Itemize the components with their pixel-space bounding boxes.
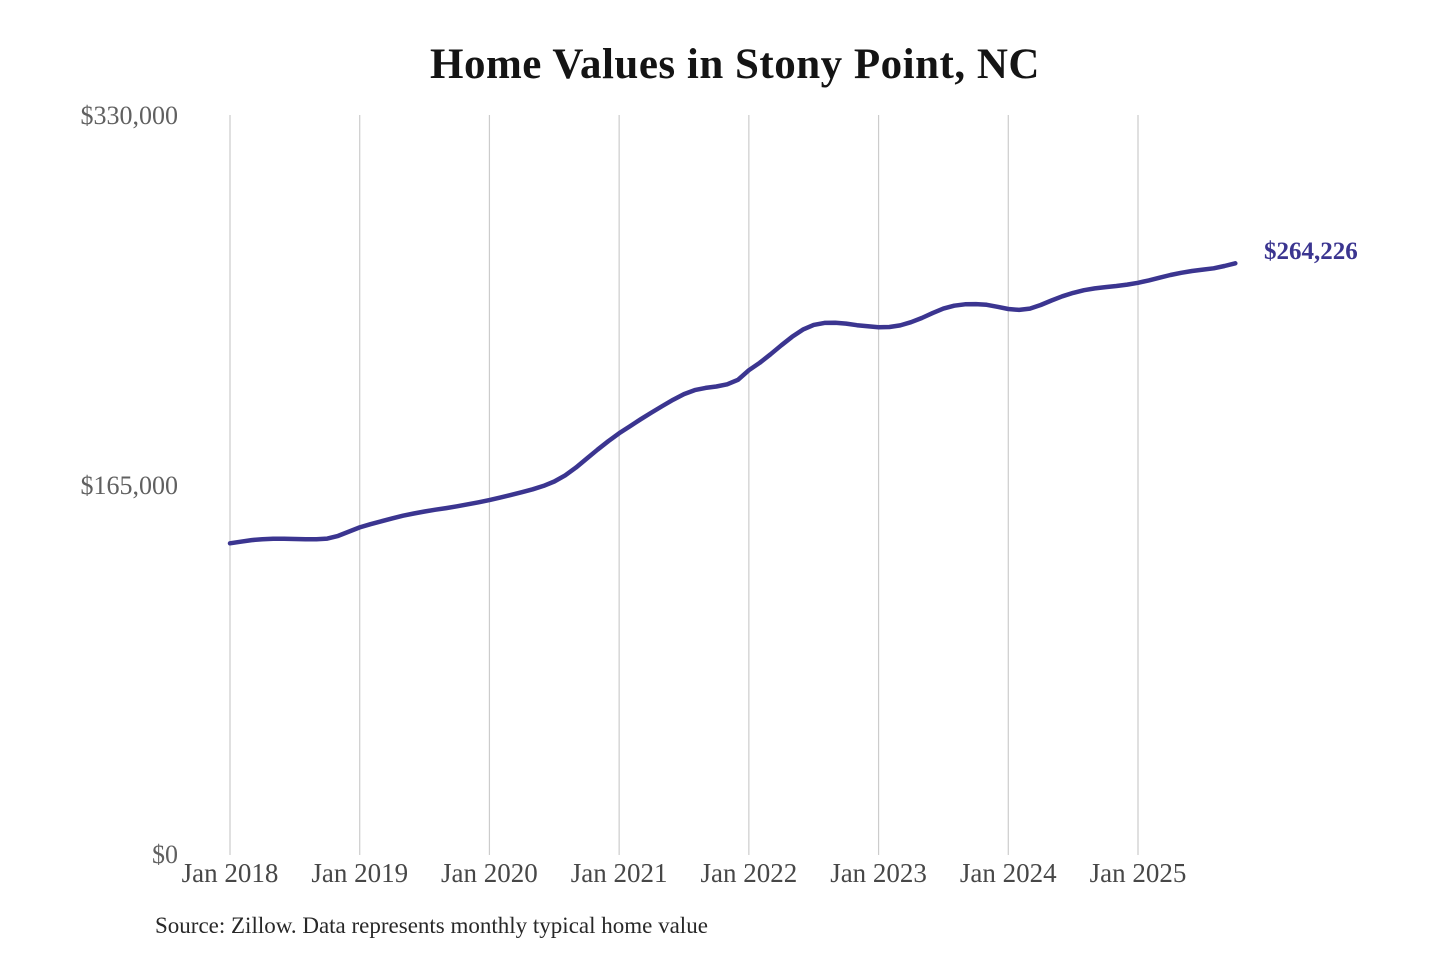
y-tick-label-330000: $330,000 [80, 101, 179, 130]
x-tick-label-jan-2025: Jan 2025 [1089, 858, 1187, 888]
x-tick-label-jan-2018: Jan 2018 [181, 858, 279, 888]
y-tick-label-0: $0 [152, 840, 178, 869]
x-tick-label-jan-2021: Jan 2021 [570, 858, 668, 888]
gridlines-group [229, 115, 1139, 855]
y-tick-label-165000: $165,000 [80, 470, 179, 500]
x-tick-label-jan-2019: Jan 2019 [311, 858, 409, 888]
x-tick-label-jan-2024: Jan 2024 [959, 858, 1057, 888]
x-tick-label-jan-2022: Jan 2022 [700, 858, 798, 888]
chart-title: Home Values in Stony Point, NC [430, 41, 1040, 88]
x-tick-label-jan-2023: Jan 2023 [830, 858, 927, 888]
x-tick-label-jan-2020: Jan 2020 [441, 858, 538, 888]
end-value-label: $264,226 [1264, 238, 1358, 265]
source-note: Source: Zillow. Data represents monthly … [155, 913, 708, 938]
home-value-line [227, 261, 1238, 546]
line-series-group [227, 261, 1238, 546]
